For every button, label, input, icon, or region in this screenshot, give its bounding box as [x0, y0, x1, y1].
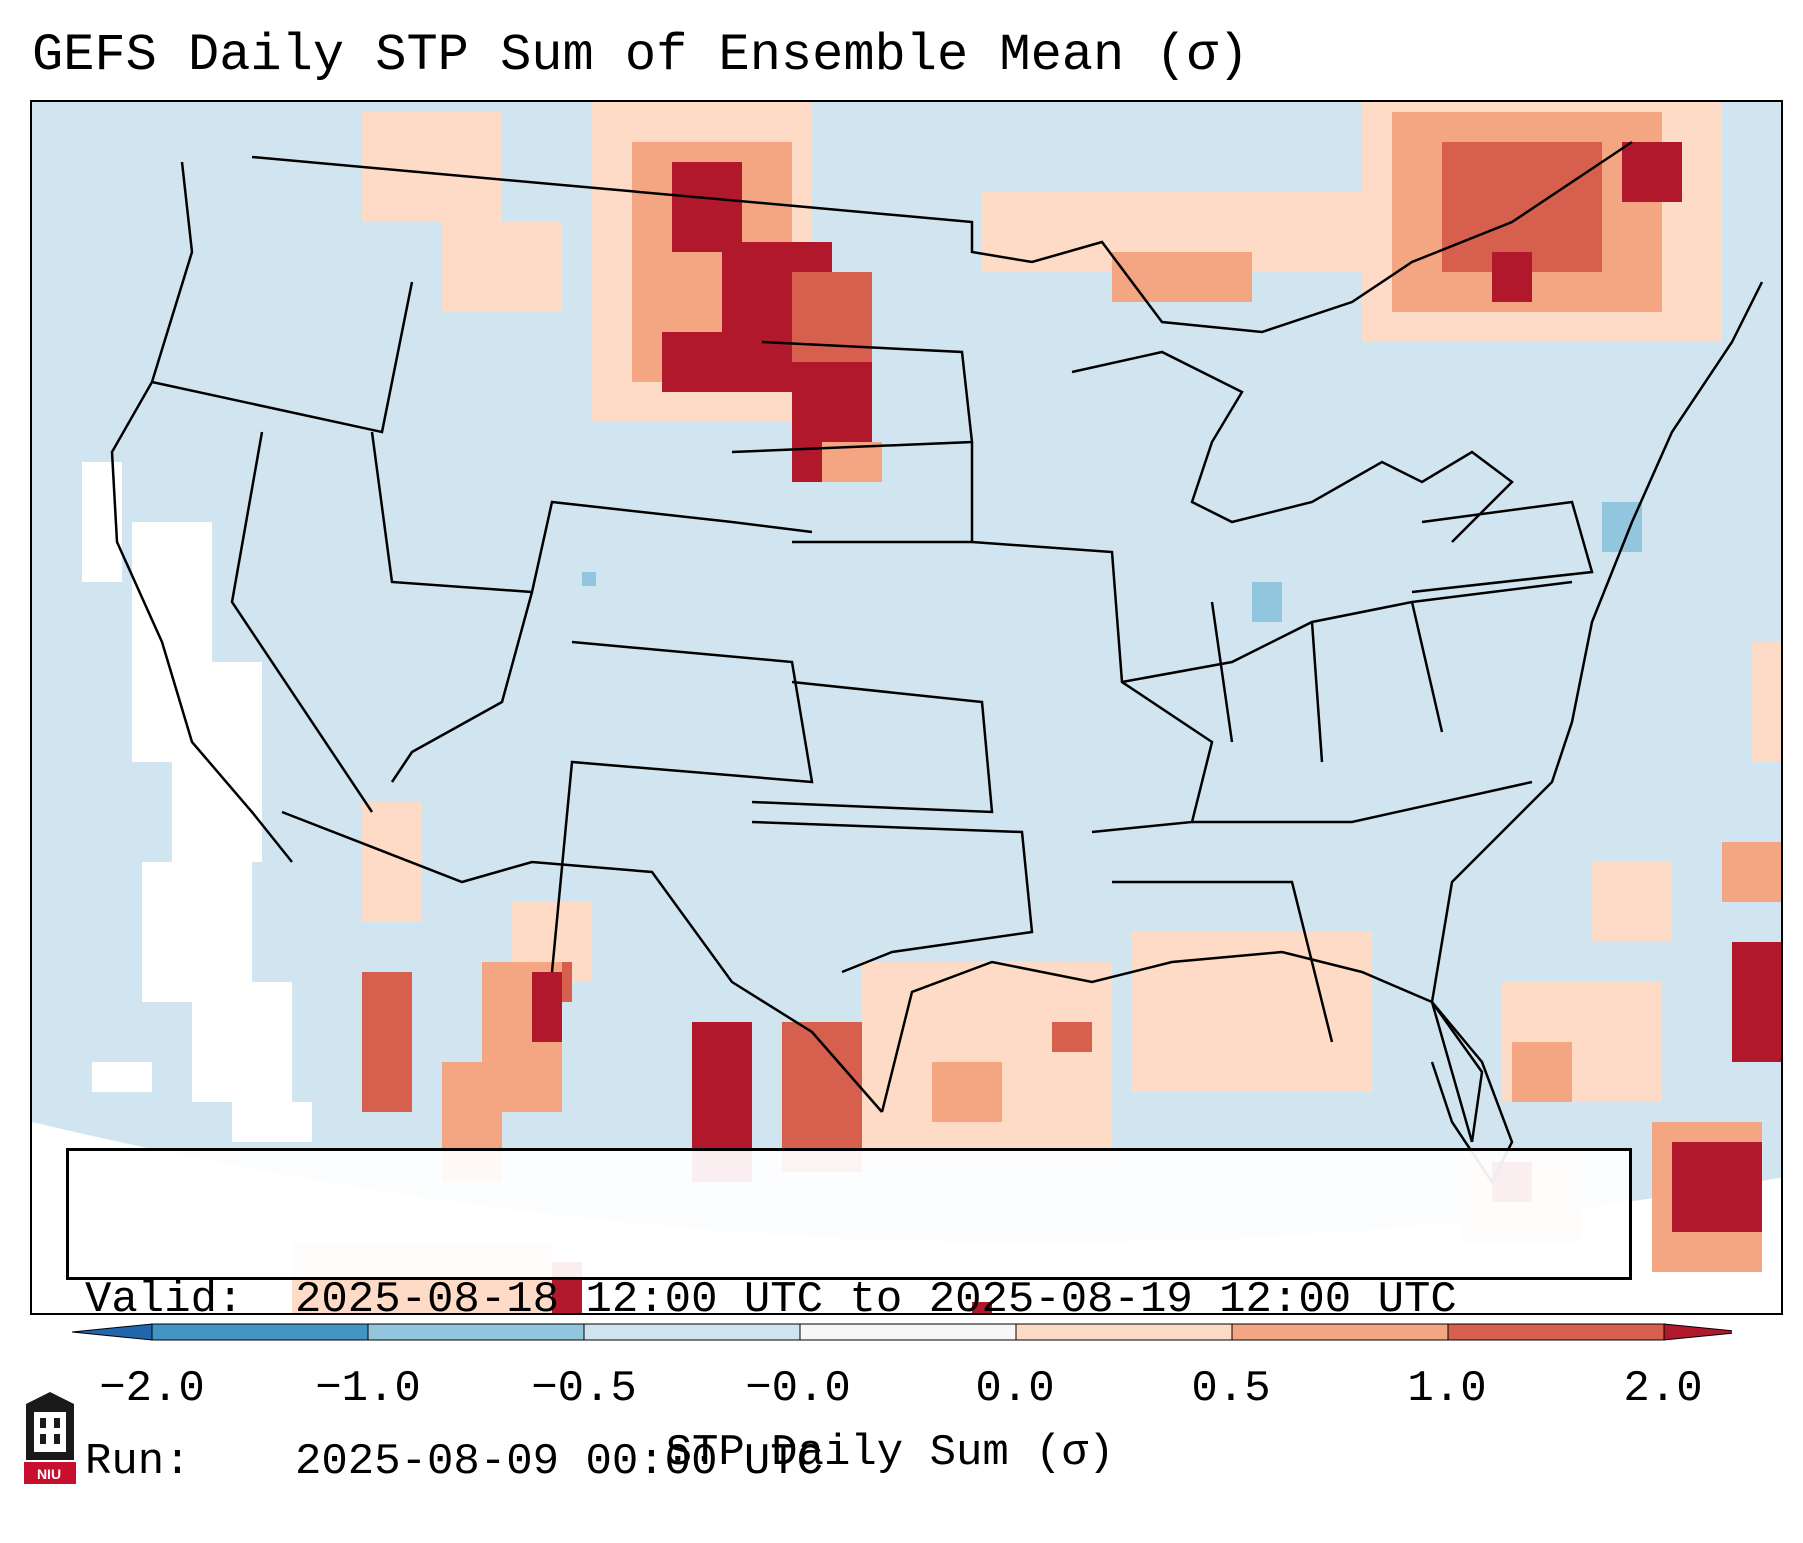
colorbar-tick: −2.0 [99, 1364, 205, 1414]
run-line: Run: 2025-08-09 00:00 UTC [85, 1435, 1629, 1489]
state-line-8 [751, 680, 994, 814]
atlantic-coast [1430, 281, 1764, 1143]
map-panel [30, 100, 1783, 1315]
state-line-2 [230, 431, 374, 813]
info-box: Valid: 2025-08-18 12:00 UTC to 2025-08-19… [66, 1148, 1632, 1487]
colorbar-extend-high [1663, 1323, 1732, 1341]
political-borders [110, 140, 1764, 1185]
mexico-anomaly [292, 802, 862, 1313]
valid-line: Valid: 2025-08-18 12:00 UTC to 2025-08-19… [85, 1273, 1629, 1327]
niu-logo-text: NIU [36, 1466, 62, 1482]
run-key: Run: [85, 1437, 191, 1487]
state-line-10 [971, 540, 1214, 834]
canada-east-anomaly [982, 102, 1722, 342]
state-line-6 [731, 340, 974, 454]
colorbar-segment [151, 1323, 369, 1341]
colorbar-segment [1231, 1323, 1449, 1341]
colorbar-label: STP Daily Sum (σ) [665, 1428, 1115, 1478]
map-canvas [32, 102, 1781, 1313]
colorbar-segment [367, 1323, 585, 1341]
us-mexico-border [281, 810, 883, 1113]
state-line-14 [1210, 601, 1444, 763]
state-line-9 [751, 820, 1034, 974]
us-west-coast [110, 161, 293, 863]
gulf-anomaly [862, 932, 1372, 1313]
colorbar-tick: −1.0 [315, 1364, 421, 1414]
state-line-15 [1411, 500, 1594, 594]
niu-logo-icon [24, 1392, 76, 1484]
run-value: 2025-08-09 00:00 UTC [295, 1437, 824, 1487]
valid-value: 2025-08-18 12:00 UTC to 2025-08-19 12:00… [295, 1275, 1457, 1325]
gulf-coast [880, 950, 1484, 1143]
colorbar [72, 1323, 1732, 1341]
colorbar-tick: 2.0 [1623, 1364, 1703, 1414]
colorbar-tick: −0.0 [745, 1364, 851, 1414]
northern-plains-anomaly [362, 102, 882, 482]
colorbar-extend-low [72, 1323, 153, 1341]
great-lakes [1071, 350, 1514, 543]
colorbar-tick: 0.5 [1191, 1364, 1271, 1414]
colorbar-segment [799, 1323, 1017, 1341]
pacific-neutral-area [82, 462, 312, 1142]
state-line-5 [550, 640, 814, 973]
state-line-12 [1192, 780, 1533, 824]
colorbar-tick: 0.0 [975, 1364, 1055, 1414]
state-line-4 [390, 591, 534, 783]
colorbar-segment [1447, 1323, 1665, 1341]
chart-title: GEFS Daily STP Sum of Ensemble Mean (σ) [32, 26, 1249, 85]
colorbar-tick: 1.0 [1407, 1364, 1487, 1414]
state-line-13 [1112, 880, 1334, 1043]
state-line-3 [370, 431, 813, 594]
us-canada-border [251, 140, 1633, 334]
state-line-1 [151, 281, 414, 434]
colorbar-segment [583, 1323, 801, 1341]
valid-key: Valid: [85, 1275, 244, 1325]
colorbar-segment [1015, 1323, 1233, 1341]
colorbar-tick: −0.5 [531, 1364, 637, 1414]
